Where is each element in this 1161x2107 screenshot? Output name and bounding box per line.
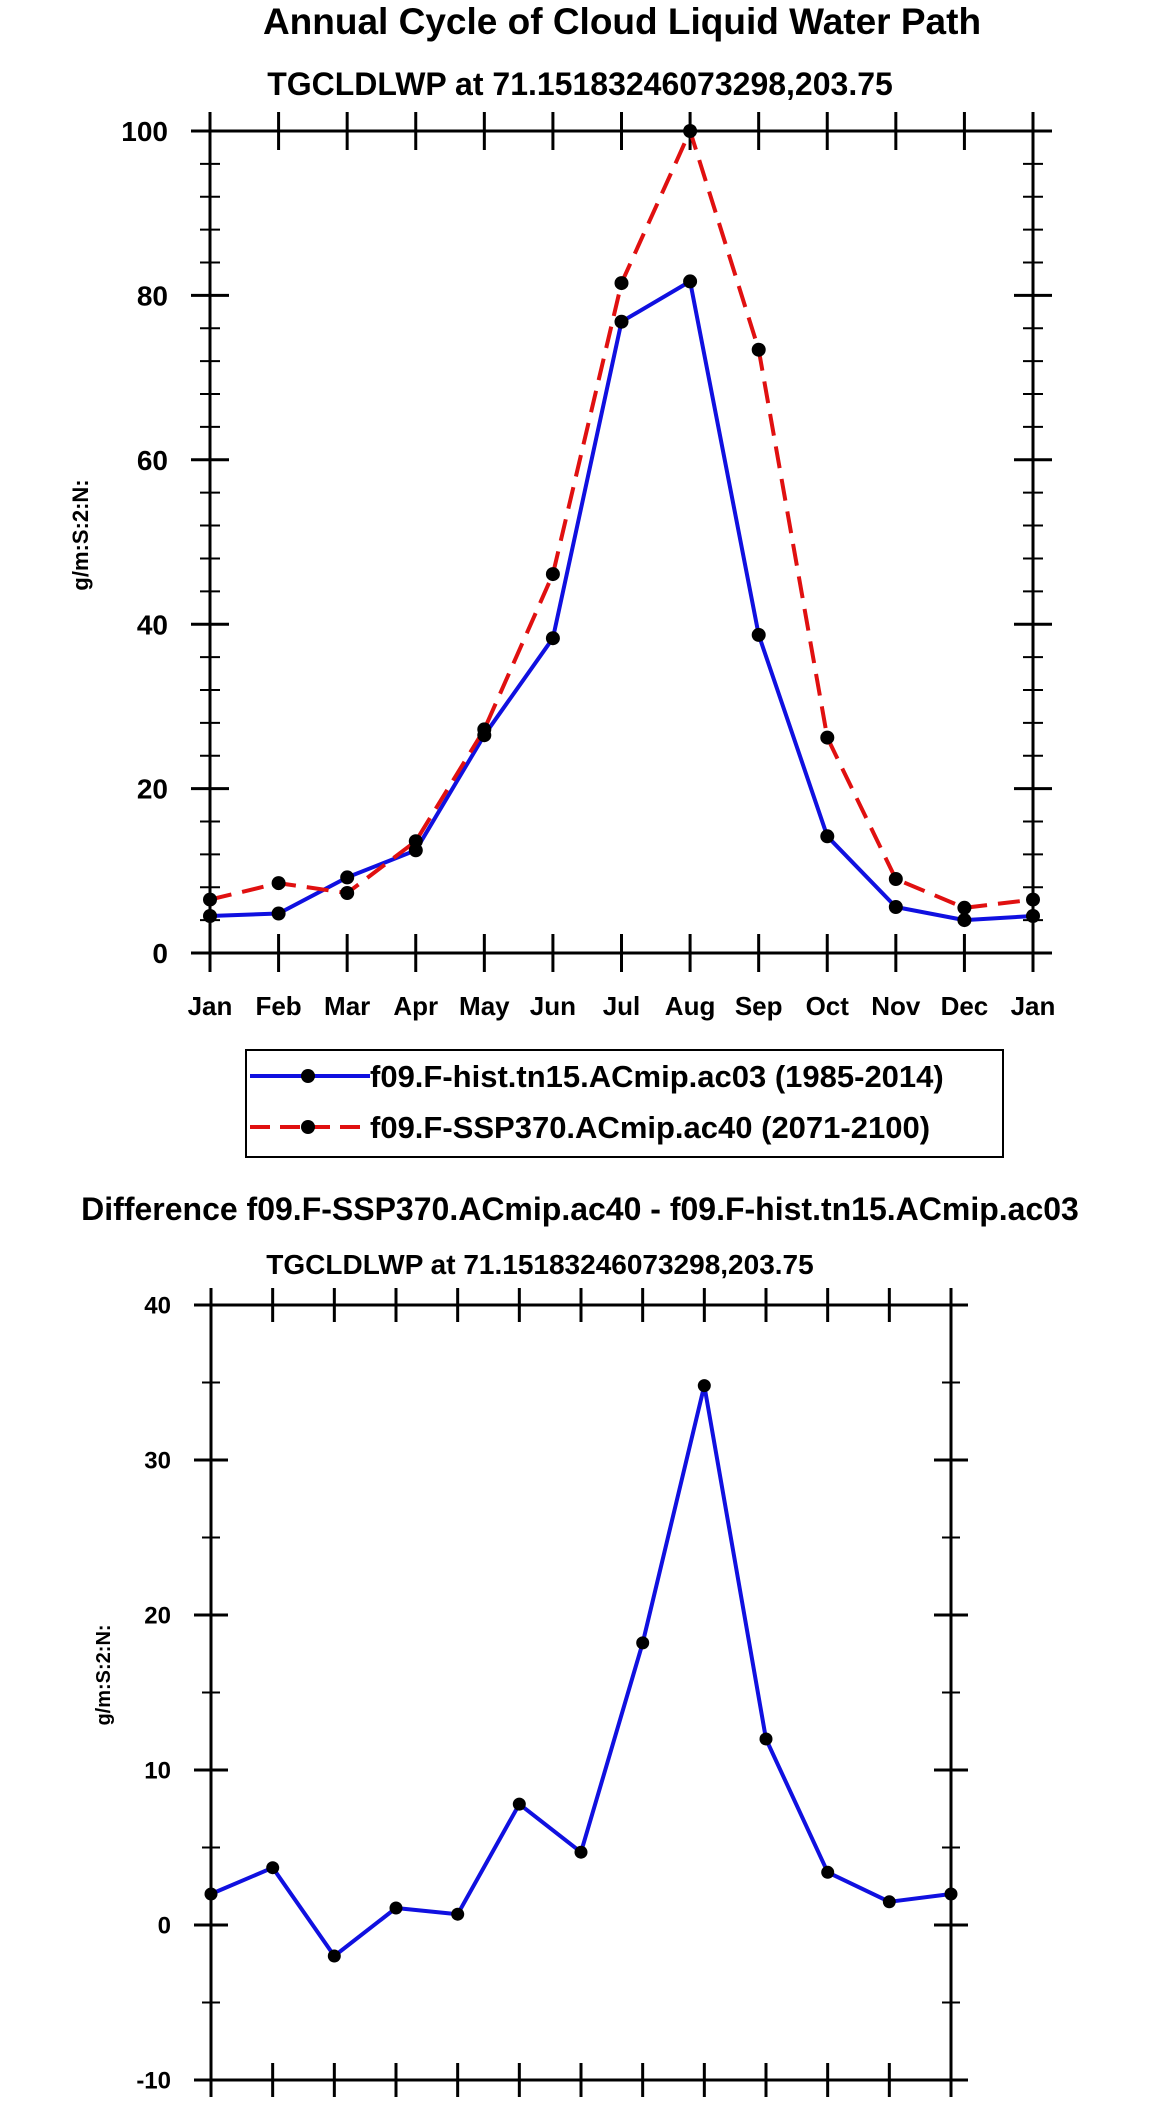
chart2-y-tick-label: 40: [144, 1293, 171, 1320]
chart1-series-1-point: [751, 627, 766, 642]
chart2-y-tick-label: 30: [144, 1448, 171, 1475]
chart1-y-tick-label: 60: [137, 445, 168, 476]
chart1-ylabel: g/m:S:2:N:: [68, 479, 93, 590]
chart1-x-tick-label: May: [459, 991, 510, 1021]
chart1-series-2-point: [820, 730, 835, 745]
chart1-x-tick-label: Oct: [806, 991, 850, 1021]
chart1-series-2-point: [271, 876, 286, 891]
chart1-series-line-2: [209, 129, 1034, 910]
chart1-series-2-point: [614, 276, 629, 291]
chart1-x-tick-label: Jul: [603, 991, 641, 1021]
chart1-series-2-point: [340, 886, 355, 900]
chart2-series-1-point: [266, 1861, 280, 1875]
chart2-plot-frame: [209, 1303, 953, 2082]
chart2-series-1-point: [389, 1901, 403, 1915]
chart1-series-2-point: [408, 834, 423, 849]
chart1-y-tick-labels: 0 20 40 60 80 100: [121, 116, 168, 969]
chart1-series-1-point: [614, 314, 629, 329]
chart2-series-1-point: [821, 1865, 835, 1879]
chart1-x-tick-label: Sep: [735, 991, 783, 1021]
legend-marker-ssp: [301, 1120, 315, 1134]
chart1-title: Annual Cycle of Cloud Liquid Water Path: [263, 1, 981, 42]
chart1-plot-frame: [208, 129, 1035, 955]
chart1-x-tick-label: Dec: [941, 991, 989, 1021]
chart1-series-1-point: [820, 829, 835, 844]
chart1-series-group: [203, 124, 1040, 928]
chart1-y-tick-label: 80: [137, 280, 168, 311]
chart1-x-tick-label: Mar: [324, 991, 370, 1021]
legend-frame: [245, 1049, 1004, 1158]
chart1-series-2-point: [957, 900, 972, 915]
chart1-x-tick-label: Nov: [871, 991, 921, 1021]
chart2-axis-ticks: [194, 1288, 968, 2097]
legend-marker-hist: [301, 1069, 315, 1083]
chart2-y-tick-label: 10: [144, 1758, 171, 1785]
chart1-series-2-point: [545, 567, 560, 582]
chart1-series-2-point: [477, 722, 492, 737]
chart2-series-1-point: [944, 1887, 958, 1901]
chart1-y-tick-label: 100: [121, 116, 168, 147]
chart2-y-tick-labels: -10 0 10 20 30 40: [136, 1293, 171, 2095]
chart2-series-1-point: [327, 1949, 341, 1963]
chart1-x-tick-label: Apr: [393, 991, 438, 1021]
chart1-axis-ticks: [191, 112, 1052, 972]
chart1-legend: f09.F-hist.tn15.ACmip.ac03 (1985-2014) f…: [245, 1049, 1004, 1158]
chart2-series-group: [204, 1379, 958, 1963]
chart1-series-1-point: [957, 913, 972, 928]
chart1-series-line-1: [209, 279, 1034, 923]
chart2-series-1-point: [204, 1887, 218, 1901]
chart1-y-tick-label: 40: [137, 609, 168, 640]
chart1-series-2-point: [683, 124, 698, 138]
chart1-series-1-point: [888, 900, 903, 914]
chart1-series-1-point: [1026, 909, 1040, 923]
chart2-ylabel: g/m:S:2:N:: [93, 1624, 115, 1725]
chart2-series-1-point: [882, 1895, 896, 1909]
legend-label-ssp: f09.F-SSP370.ACmip.ac40 (2071-2100): [370, 1110, 930, 1145]
chart2-series-1-point: [759, 1732, 773, 1746]
chart2-series-1-point: [574, 1845, 588, 1859]
chart1-x-tick-label: Jan: [188, 991, 233, 1021]
chart1-subtitle: TGCLDLWP at 71.15183246073298,203.75: [267, 66, 893, 102]
difference-chart: Difference f09.F-SSP370.ACmip.ac40 - f09…: [81, 1191, 1079, 2097]
chart2-y-tick-label: 0: [158, 1913, 171, 1940]
chart1-series-2-point: [888, 872, 903, 886]
chart1-x-tick-label: Jan: [1011, 991, 1056, 1021]
chart1-series-2-point: [1026, 892, 1040, 907]
chart1-y-tick-label: 0: [152, 938, 168, 969]
chart1-x-tick-labels: Jan Feb Mar Apr May Jun Jul Aug Sep Oct Nov Dec Jan: [188, 991, 1056, 1021]
chart2-series-1-point: [636, 1636, 650, 1650]
chart2-series-1-point: [512, 1797, 526, 1811]
chart1-series-1-point: [203, 909, 217, 923]
chart2-y-tick-label: -10: [136, 2068, 171, 2095]
chart1-x-tick-label: Aug: [665, 991, 716, 1021]
chart1-series-2-point: [751, 342, 766, 357]
chart1-y-tick-label: 20: [137, 774, 168, 805]
chart2-y-tick-label: 20: [144, 1603, 171, 1630]
chart1-series-1-point: [545, 631, 560, 646]
chart2-series-1-point: [697, 1379, 711, 1393]
chart1-x-tick-label: Feb: [255, 991, 301, 1021]
chart1-series-1-point: [683, 274, 698, 289]
chart2-subtitle: TGCLDLWP at 71.15183246073298,203.75: [266, 1249, 813, 1280]
chart2-series-line-1: [210, 1383, 952, 1958]
chart2-series-1-point: [451, 1907, 465, 1921]
chart1-series-2-point: [203, 892, 217, 907]
chart2-title: Difference f09.F-SSP370.ACmip.ac40 - f09…: [81, 1191, 1079, 1227]
chart1-series-1-point: [271, 906, 286, 921]
chart1-series-1-point: [340, 870, 355, 885]
chart1-x-tick-label: Jun: [530, 991, 576, 1021]
annual-cycle-chart: Annual Cycle of Cloud Liquid Water Path …: [68, 1, 1056, 1158]
legend-label-hist: f09.F-hist.tn15.ACmip.ac03 (1985-2014): [370, 1059, 944, 1094]
